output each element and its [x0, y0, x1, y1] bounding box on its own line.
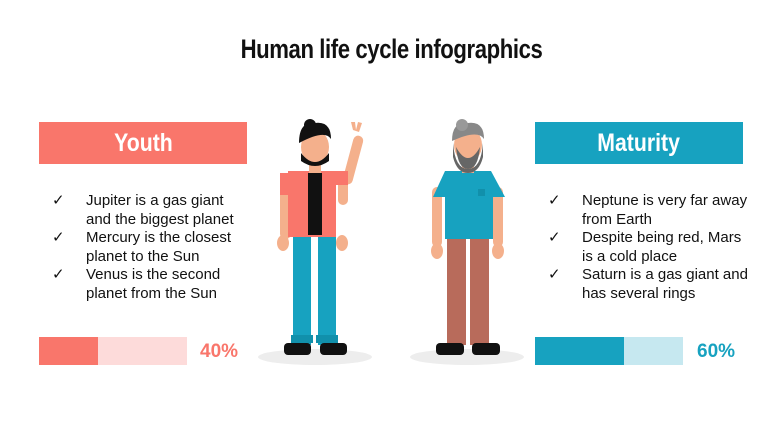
check-icon: ✓ — [548, 229, 561, 246]
youth-percent: 40% — [200, 341, 239, 362]
check-icon: ✓ — [52, 266, 65, 283]
youth-progress-bar — [39, 337, 187, 365]
page-title: Human life cycle infographics — [240, 34, 543, 64]
check-icon: ✓ — [548, 266, 561, 283]
item-text: Venus is the second planet from the Sun — [86, 266, 221, 302]
maturity-percent: 60% — [697, 341, 736, 362]
item-text: Neptune is very far away from Earth — [582, 192, 748, 228]
list-item: ✓ Venus is the second planet from the Sun — [52, 266, 252, 303]
maturity-header: Maturity — [535, 122, 743, 164]
youth-list: ✓ Jupiter is a gas giant and the biggest … — [52, 192, 252, 303]
check-icon: ✓ — [548, 192, 561, 209]
youth-label: Youth — [113, 129, 173, 157]
old-man-illustration — [410, 119, 524, 365]
youth-progress-fill — [39, 337, 99, 365]
list-item: ✓ Jupiter is a gas giant and the biggest … — [52, 192, 252, 229]
list-item: ✓ Saturn is a gas giant and has several r… — [548, 266, 748, 303]
youth-header: Youth — [39, 122, 247, 164]
maturity-progress-bar — [535, 337, 683, 365]
list-item: ✓ Mercury is the closest planet to the Su… — [52, 229, 252, 266]
maturity-progress-fill — [535, 337, 624, 365]
list-item: ✓ Neptune is very far away from Earth — [548, 192, 748, 229]
item-text: Despite being red, Mars is a cold place — [582, 229, 742, 265]
maturity-list: ✓ Neptune is very far away from Earth ✓ De… — [548, 192, 748, 303]
item-text: Jupiter is a gas giant and the biggest p… — [86, 192, 234, 228]
maturity-label: Maturity — [597, 129, 681, 157]
item-text: Saturn is a gas giant and has several ri… — [582, 266, 748, 302]
check-icon: ✓ — [52, 192, 65, 209]
people-illustration — [258, 119, 524, 365]
item-text: Mercury is the closest planet to the Sun — [86, 229, 232, 265]
list-item: ✓ Despite being red, Mars is a cold place — [548, 229, 748, 266]
young-man-illustration — [258, 119, 372, 365]
check-icon: ✓ — [52, 229, 65, 246]
